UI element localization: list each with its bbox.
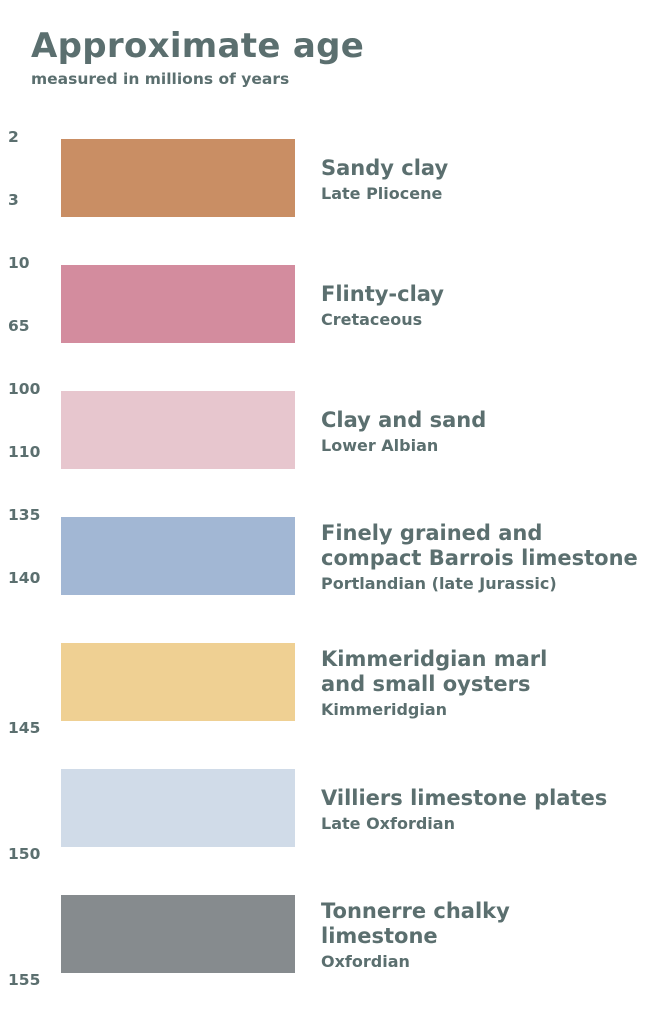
layer-name: compact Barrois limestone (321, 546, 638, 570)
layer-period: Oxfordian (321, 952, 410, 971)
layer-name: and small oysters (321, 672, 531, 696)
layer-name: Flinty-clay (321, 281, 444, 306)
layer-swatch (61, 895, 295, 973)
age-tick-bottom: 150 (8, 845, 41, 863)
chart-subtitle: measured in millions of years (31, 70, 290, 88)
layer-name: Finely grained and (321, 521, 543, 545)
age-tick-top: 10 (8, 254, 30, 272)
layer-period: Portlandian (late Jurassic) (321, 574, 557, 593)
layer-swatch (61, 643, 295, 721)
layer-label: Clay and sand Lower Albian (321, 408, 641, 457)
layer-name: limestone (321, 924, 438, 948)
layer-swatch (61, 769, 295, 847)
age-tick-top: 100 (8, 380, 41, 398)
age-tick-top: 2 (8, 128, 19, 146)
age-tick-bottom: 140 (8, 569, 41, 587)
layer-period: Late Oxfordian (321, 813, 455, 833)
age-tick-bottom: 145 (8, 719, 41, 737)
layer-swatch (61, 139, 295, 217)
layer-label: Sandy clay Late Pliocene (321, 156, 641, 205)
age-tick-bottom: 3 (8, 191, 19, 209)
layer-name: Sandy clay (321, 155, 449, 180)
layer-label: Finely grained and compact Barrois limest… (321, 521, 641, 595)
layer-label: Kimmeridgian marl and small oysters Kimmer… (321, 647, 641, 721)
layer-swatch (61, 517, 295, 595)
layer-label: Tonnerre chalky limestone Oxfordian (321, 899, 641, 973)
age-tick-top: 135 (8, 506, 41, 524)
layer-name: Villiers limestone plates (321, 785, 608, 810)
age-tick-bottom: 65 (8, 317, 30, 335)
age-tick-bottom: 110 (8, 443, 41, 461)
layer-label: Villiers limestone plates Late Oxfordian (321, 786, 641, 835)
layer-period: Cretaceous (321, 309, 423, 329)
layer-name: Clay and sand (321, 407, 487, 432)
age-tick-bottom: 155 (8, 971, 41, 989)
layer-swatch (61, 391, 295, 469)
layer-name: Kimmeridgian marl (321, 647, 548, 671)
chart-title: Approximate age (31, 26, 365, 66)
layer-label: Flinty-clay Cretaceous (321, 282, 641, 331)
layer-period: Kimmeridgian (321, 700, 448, 719)
layer-period: Lower Albian (321, 435, 439, 455)
layer-swatch (61, 265, 295, 343)
layer-name: Tonnerre chalky (321, 899, 510, 923)
layer-period: Late Pliocene (321, 183, 443, 203)
